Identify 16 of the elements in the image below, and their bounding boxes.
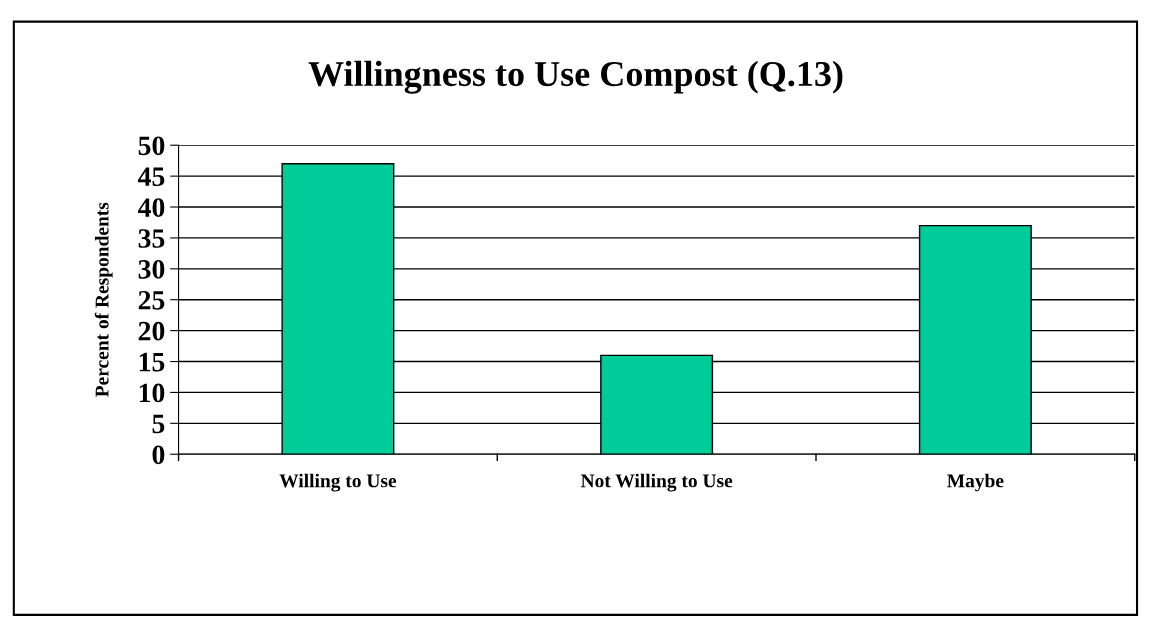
chart-title: Willingness to Use Compost (Q.13) — [308, 60, 843, 94]
y-tick-label: 10 — [139, 383, 165, 403]
y-axis-title: Percent of Respondents — [94, 202, 113, 397]
y-tick-label: 50 — [138, 136, 165, 156]
y-tick-label: 30 — [138, 260, 165, 279]
y-tick-label: 25 — [138, 290, 165, 310]
y-tick-label: 20 — [138, 321, 165, 341]
y-tick-label: 0 — [152, 445, 165, 465]
y-tick-label: 35 — [138, 229, 165, 248]
x-tick-label: Not Willing to Use — [580, 473, 733, 492]
y-tick-label: 40 — [137, 198, 165, 217]
y-tick-label: 5 — [152, 414, 165, 434]
x-tick-label: Willing to Use — [279, 473, 397, 492]
y-tick-label: 45 — [137, 167, 165, 187]
x-tick-label: Maybe — [947, 473, 1004, 492]
y-tick-label: 15 — [139, 352, 165, 372]
